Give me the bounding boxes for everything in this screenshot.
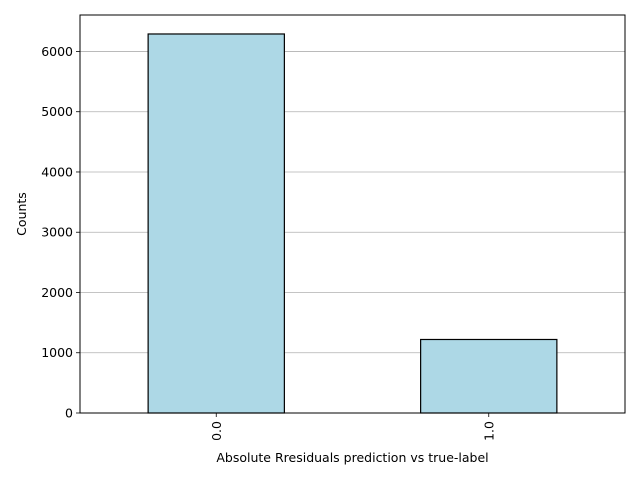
- y-tick-label: 3000: [41, 225, 73, 240]
- bars: [147, 33, 558, 414]
- x-axis-label: Absolute Rresiduals prediction vs true-l…: [216, 450, 488, 465]
- x-tick-label: 0.0: [209, 421, 224, 441]
- x-axis-ticks: 0.0 1.0: [209, 413, 496, 441]
- plot-frame: [79, 14, 626, 414]
- y-tick-label: 6000: [41, 44, 73, 59]
- bar-1-0: [420, 338, 558, 414]
- y-axis-ticks: 0 1000 2000 3000 4000 5000 6000: [41, 44, 80, 421]
- y-tick-label: 5000: [41, 104, 73, 119]
- y-axis-label: Counts: [14, 192, 29, 236]
- x-tick-label: 1.0: [481, 421, 496, 441]
- y-tick-label: 1000: [41, 345, 73, 360]
- y-tick-label: 2000: [41, 285, 73, 300]
- y-tick-label: 4000: [41, 164, 73, 179]
- bar-0-0: [147, 33, 285, 414]
- y-tick-label: 0: [65, 406, 73, 421]
